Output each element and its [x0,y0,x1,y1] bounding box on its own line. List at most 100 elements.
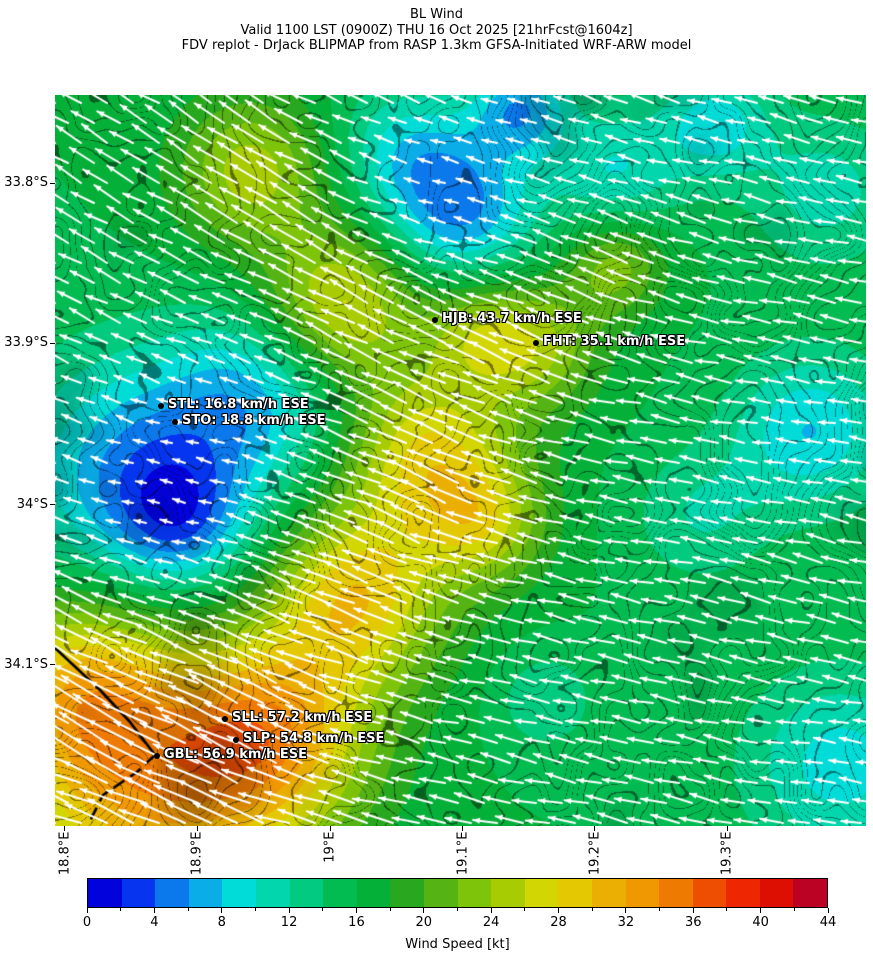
x-tick-mark [329,826,331,831]
colorbar-tick-label: 12 [280,915,298,930]
station-dot-icon [432,317,438,323]
colorbar-tick-mark [389,908,391,911]
colorbar-tick-mark [490,908,492,913]
colorbar-tick-mark [221,908,223,913]
wind-map: HJB: 43.7 km/h ESE FHT: 35.1 km/h ESE ST… [55,95,866,826]
wind-map-canvas [55,95,866,826]
station-label: STL: 16.8 km/h ESE [168,397,309,412]
colorbar-tick-mark [625,908,627,913]
colorbar-tick-mark [322,908,324,911]
colorbar-tick-mark [120,908,122,911]
y-tick-mark [50,182,55,184]
colorbar-segment [423,879,458,907]
colorbar-tick-label: 4 [150,915,159,930]
colorbar-tick-mark [726,908,728,911]
x-tick-label: 19°E [322,831,338,863]
y-tick-mark [50,504,55,505]
colorbar-segment [793,879,828,907]
colorbar-tick-mark [457,908,458,911]
colorbar-tick-label: 0 [82,915,92,930]
colorbar-tick-label: 28 [550,915,567,930]
colorbar-tick-mark [288,908,290,913]
colorbar-tick-mark [760,908,762,913]
colorbar-tick-label: 16 [348,915,365,930]
colorbar-tick-mark [187,908,189,911]
colorbar-segment [289,879,324,907]
colorbar-tick-label: 44 [819,915,837,930]
station-dot-icon [158,403,164,409]
colorbar-segment [759,879,794,907]
y-tick-mark [50,664,55,666]
colorbar-segment [121,879,156,907]
colorbar-segment [558,879,592,907]
x-tick-label: 18.8°E [57,831,73,876]
colorbar-tick-mark [524,908,526,911]
x-tick-mark [196,826,198,831]
colorbar-tick-label: 20 [415,915,433,930]
station-dot-icon [172,419,178,425]
colorbar-segment [188,879,223,907]
colorbar-segment [255,879,290,907]
colorbar-tick-mark [793,908,795,911]
station-label: STO: 18.8 km/h ESE [182,413,326,428]
station-label: HJB: 43.7 km/h ESE [442,311,582,326]
x-tick-label: 19.1°E [455,831,471,876]
station-dot-icon [233,737,239,743]
colorbar-tick-mark [355,908,357,913]
colorbar-segment [659,879,693,907]
colorbar-tick-label: 36 [684,915,702,930]
colorbar-tick-label: 40 [752,915,769,930]
station-label: FHT: 35.1 km/h ESE [543,334,686,349]
colorbar-tick-label: 24 [482,915,500,930]
x-tick-mark [726,826,728,831]
model-source-line: FDV replot - DrJack BLIPMAP from RASP 1.… [181,38,692,53]
station-label: GBL: 56.9 km/h ESE [164,747,308,762]
colorbar-tick-mark [423,908,425,913]
y-tick-mark [50,342,55,344]
y-tick-label: 34°S [16,496,48,512]
station-dot-icon [533,340,539,346]
colorbar-segment [457,879,492,907]
colorbar-segment [222,879,256,907]
colorbar-axis-label: Wind Speed [kt] [405,937,510,952]
y-tick-label: 33.9°S [4,335,48,351]
colorbar-tick-label: 32 [617,915,635,930]
colorbar-tick-mark [659,908,661,911]
colorbar-segment [390,879,424,907]
y-tick-label: 34.1°S [4,656,48,672]
colorbar-tick-mark [558,908,560,913]
x-tick-label: 19.3°E [719,831,735,876]
figure-titles: BL Wind Valid 1100 LST (0900Z) THU 16 Oc… [0,7,873,54]
colorbar-segment [491,879,525,907]
colorbar-segment [356,879,391,907]
colorbar-tick-mark [153,908,155,913]
colorbar-segment [155,879,189,907]
colorbar-segment [591,879,626,907]
colorbar-segment [323,879,357,907]
colorbar-segment [692,879,727,907]
colorbar-tick-mark [254,908,256,911]
station-label: SLP: 54.8 km/h ESE [243,731,385,746]
colorbar-tick-mark [827,908,829,913]
colorbar-segment [726,879,760,907]
valid-time-line: Valid 1100 LST (0900Z) THU 16 Oct 2025 [… [240,22,633,38]
x-tick-label: 19.2°E [587,831,603,876]
colorbar-segment [524,879,559,907]
x-tick-mark [64,826,66,831]
x-tick-mark [594,826,596,831]
colorbar-tick-label: 8 [217,915,226,930]
colorbar-tick-mark [86,908,88,913]
page-title: BL Wind [410,7,463,22]
colorbar-tick-mark [591,908,593,911]
station-label: SLL: 57.2 km/h ESE [232,710,373,725]
colorbar-tick-mark [692,908,694,913]
colorbar-segment [625,879,660,907]
x-tick-label: 18.9°E [189,831,205,876]
colorbar-segment [88,879,122,907]
x-tick-mark [462,826,464,831]
y-tick-label: 33.8°S [4,175,48,191]
station-dot-icon [222,716,228,722]
colorbar [87,878,828,908]
station-dot-icon [154,753,160,759]
